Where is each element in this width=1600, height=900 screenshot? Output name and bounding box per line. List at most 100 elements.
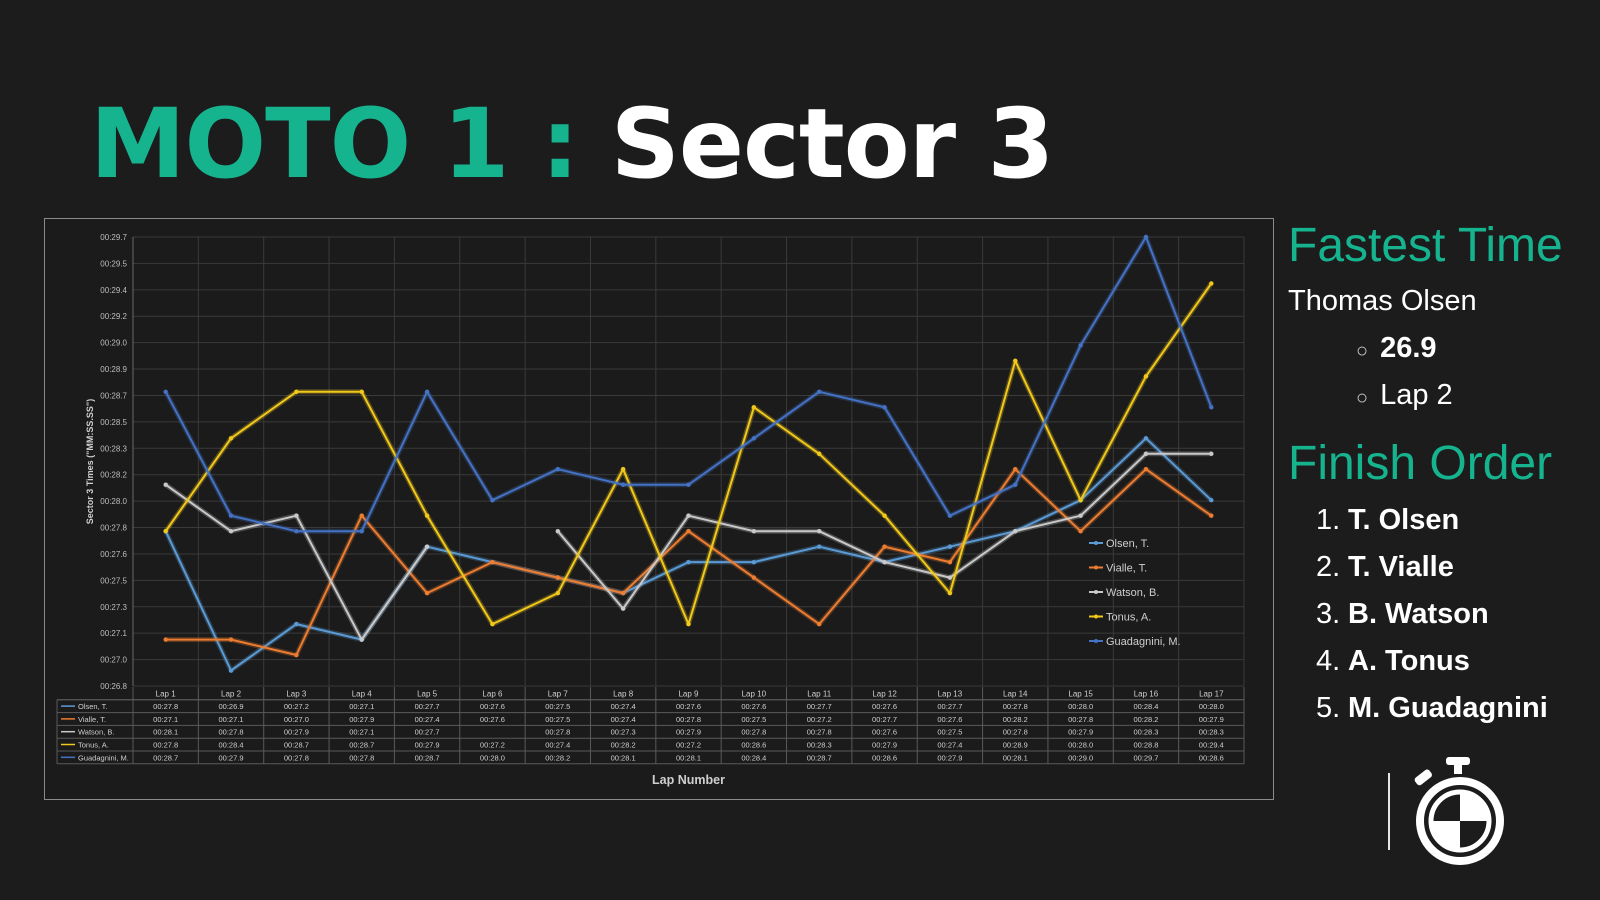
- finish-order-item: 5. M. Guadagnini: [1316, 692, 1548, 725]
- data-point: [1143, 467, 1149, 472]
- data-point: [294, 652, 299, 658]
- sector-times-chart: 00:26.8 00:27.0 00:27.1 00:27.3 00:27.5 00:27…: [56, 233, 1245, 787]
- table-series-name: Tonus, A.: [78, 741, 109, 750]
- y-tick-label: 00:29.0: [100, 339, 127, 348]
- x-tick-label: Lap 10: [742, 689, 767, 698]
- legend-marker: [1094, 590, 1098, 594]
- title-main: Sector 3: [610, 88, 1055, 200]
- table-cell: 00:27.6: [741, 702, 766, 711]
- stopwatch-icon: [1414, 757, 1504, 865]
- data-point: [163, 528, 168, 534]
- data-point: [620, 606, 626, 611]
- data-point: [359, 513, 364, 518]
- data-point: [555, 528, 560, 534]
- finish-rider-name: T. Olsen: [1348, 504, 1460, 536]
- table-cell: 00:28.7: [807, 753, 832, 762]
- table-cell: 00:27.1: [349, 728, 374, 737]
- x-tick-label: Lap 16: [1134, 689, 1159, 698]
- legend-marker: [1094, 639, 1098, 643]
- y-tick-label: 00:29.5: [100, 259, 127, 268]
- table-cell: 00:29.0: [1068, 753, 1093, 762]
- table-cell: 00:27.4: [611, 702, 636, 711]
- data-point: [947, 544, 953, 549]
- table-cell: 00:27.8: [545, 728, 570, 737]
- data-point: [163, 637, 168, 642]
- data-point: [817, 621, 822, 627]
- data-point: [947, 559, 953, 565]
- x-tick-label: Lap 17: [1199, 689, 1224, 698]
- x-tick-label: Lap 9: [678, 689, 699, 698]
- table-cell: 00:27.6: [676, 702, 701, 711]
- legend-entry: Tonus, A.: [1106, 612, 1151, 624]
- table-cell: 00:28.2: [611, 741, 636, 750]
- finish-rider-name: B. Watson: [1348, 598, 1489, 630]
- table-cell: 00:28.0: [1068, 741, 1093, 750]
- data-point: [882, 544, 887, 549]
- finish-rider-name: M. Guadagnini: [1348, 692, 1548, 724]
- table-cell: 00:27.4: [415, 715, 440, 724]
- data-point: [424, 544, 430, 549]
- y-tick-label: 00:29.2: [100, 312, 127, 321]
- y-tick-label: 00:27.8: [100, 524, 127, 533]
- table-cell: 00:29.4: [1199, 741, 1224, 750]
- finish-position: 2.: [1316, 551, 1341, 583]
- table-cell: 00:27.2: [284, 702, 309, 711]
- table-cell: 00:28.8: [1133, 741, 1158, 750]
- y-tick-label: 00:29.4: [100, 286, 127, 295]
- table-cell: 00:28.0: [480, 753, 505, 762]
- legend-entry: Guadagnini, M.: [1106, 636, 1181, 648]
- finish-rider-name: T. Vialle: [1348, 551, 1454, 583]
- table-cell: 00:27.9: [349, 715, 374, 724]
- table-cell: 00:28.0: [1199, 702, 1224, 711]
- data-point: [1143, 234, 1149, 240]
- table-cell: 00:28.4: [219, 741, 244, 750]
- fastest-time-heading: Fastest Time: [1288, 219, 1563, 272]
- data-point: [424, 513, 430, 518]
- table-cell: 00:28.9: [1003, 741, 1028, 750]
- data-point: [424, 389, 430, 395]
- table-cell: 00:28.3: [807, 741, 832, 750]
- table-cell: 00:27.6: [872, 728, 897, 737]
- table-cell: 00:27.9: [676, 728, 701, 737]
- table-cell: 00:27.9: [937, 753, 962, 762]
- x-tick-label: Lap 3: [286, 689, 307, 698]
- data-point: [555, 590, 560, 596]
- table-cell: 00:27.8: [153, 702, 178, 711]
- table-cell: 00:27.8: [1003, 702, 1028, 711]
- legend-entry: Olsen, T.: [1106, 538, 1149, 550]
- series-line: [164, 282, 1213, 626]
- table-series-name: Vialle, T.: [78, 715, 106, 724]
- data-point: [1209, 451, 1214, 456]
- table-cell: 00:27.8: [741, 728, 766, 737]
- data-point: [947, 590, 953, 596]
- y-axis-label: Sector 3 Times ("MM:SS.SS"): [85, 399, 95, 524]
- y-tick-label: 00:27.1: [100, 629, 127, 638]
- table-cell: 00:27.7: [807, 702, 832, 711]
- table-cell: 00:27.5: [545, 702, 570, 711]
- table-cell: 00:27.4: [545, 741, 570, 750]
- y-tick-label: 00:26.8: [100, 682, 127, 691]
- data-point: [1209, 513, 1214, 518]
- legend-marker: [1094, 565, 1098, 570]
- data-point: [882, 513, 887, 518]
- table-cell: 00:27.1: [153, 715, 178, 724]
- data-point: [1209, 405, 1214, 410]
- data-point: [359, 637, 364, 642]
- data-point: [490, 621, 495, 627]
- table-cell: 00:27.1: [219, 715, 244, 724]
- y-tick-label: 00:27.5: [100, 576, 127, 585]
- data-point: [163, 482, 168, 487]
- finish-position: 4.: [1316, 645, 1341, 677]
- data-point: [228, 637, 234, 642]
- data-point: [490, 559, 495, 565]
- bullet-icon: ○: [1356, 387, 1369, 409]
- table-cell: 00:28.2: [1003, 715, 1028, 724]
- y-tick-label: 00:28.2: [100, 471, 127, 480]
- x-tick-label: Lap 8: [613, 689, 634, 698]
- table-cell: 00:27.0: [284, 715, 309, 724]
- legend-marker: [1094, 614, 1098, 619]
- table-cell: 00:27.8: [1068, 715, 1093, 724]
- table-cell: 00:27.5: [937, 728, 962, 737]
- table-cell: 00:28.7: [349, 741, 374, 750]
- legend-entry: Vialle, T.: [1106, 563, 1147, 575]
